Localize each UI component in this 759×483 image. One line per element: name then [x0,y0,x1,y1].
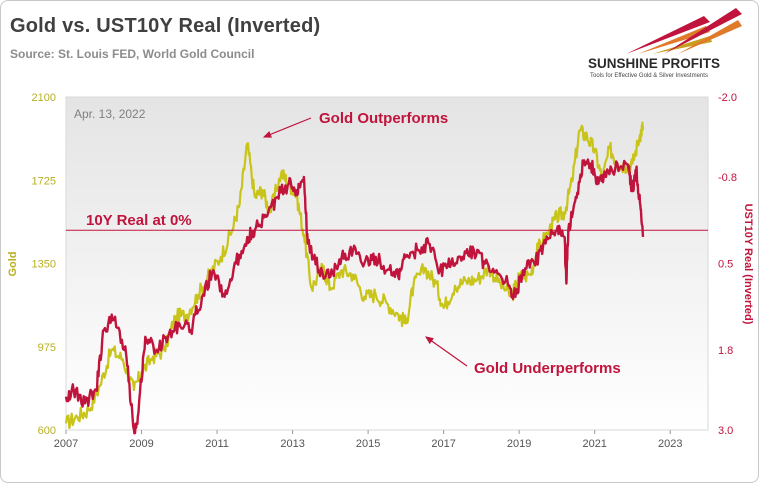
x-tick-label: 2015 [356,438,380,450]
x-tick-label: 2021 [582,438,606,450]
x-tick-label: 2019 [507,438,531,450]
plot-area [65,96,709,431]
x-tick-label: 2011 [205,438,229,450]
annotation-outperforms-arrow [262,117,312,138]
sunshine-profits-logo: SUNSHINE PROFITS Tools for Effective Gol… [588,8,742,79]
chart-title: Gold vs. UST10Y Real (Inverted) [10,15,321,37]
right-tick-label: -0.8 [718,172,737,184]
x-tick-label: 2013 [280,438,304,450]
annotation-gold-outperforms: Gold Outperforms [319,110,448,127]
right-tick-label: -2.0 [718,92,737,104]
series-layer [64,121,645,435]
left-tick-label: 600 [38,425,56,437]
x-tick-label: 2017 [431,438,455,450]
date-label: Apr. 13, 2022 [74,107,146,121]
reference-line-label: 10Y Real at 0% [86,212,192,229]
left-axis: 600 975 1350 1725 2100 [32,92,56,437]
x-axis: 2007 2009 2011 2013 2015 2017 2019 2021 2023 [54,430,682,450]
gold-series-line [64,121,645,430]
right-tick-label: 3.0 [718,425,733,437]
annotation-underperforms-arrow [425,336,468,367]
logo-brand: SUNSHINE PROFITS [588,56,720,71]
right-axis: -2.0 -0.8 0.5 1.8 3.0 [718,92,737,437]
chart-source: Source: St. Louis FED, World Gold Counci… [10,47,255,61]
annotation-gold-underperforms: Gold Underperforms [474,360,621,377]
right-tick-label: 0.5 [718,259,733,271]
x-tick-label: 2023 [658,438,682,450]
x-tick-label: 2007 [54,438,78,450]
left-axis-label: Gold [7,251,19,276]
left-tick-label: 975 [38,342,56,354]
left-tick-label: 2100 [32,92,56,104]
left-tick-label: 1350 [32,259,56,271]
right-tick-label: 1.8 [718,345,733,357]
left-tick-label: 1725 [32,175,56,187]
real-yield-series-line [64,158,645,435]
x-tick-label: 2009 [129,438,153,450]
right-axis-label: UST10Y Real (Inverted) [742,204,754,325]
logo-tagline: Tools for Effective Gold & Silver Invest… [590,73,708,79]
sunrays-icon [626,8,742,54]
